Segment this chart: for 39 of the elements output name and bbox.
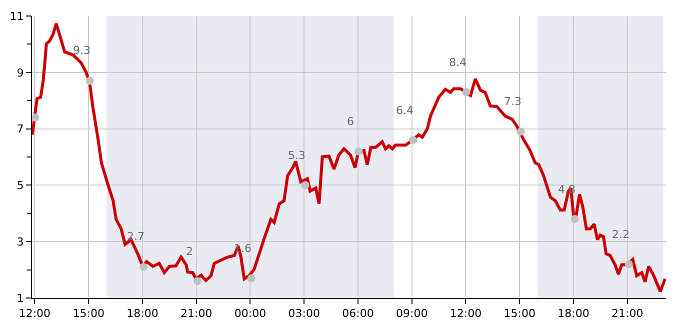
y-tick-label: 11 bbox=[10, 10, 24, 23]
x-tick-label: 15:00 bbox=[72, 307, 104, 320]
x-tick-label: 15:00 bbox=[504, 307, 536, 320]
point bbox=[86, 76, 94, 85]
annotation: 8.4 bbox=[449, 56, 466, 69]
annotation: 2.7 bbox=[127, 230, 144, 243]
annotation: 7.3 bbox=[504, 95, 522, 108]
point bbox=[462, 88, 470, 96]
y-tick-label: 9 bbox=[16, 66, 24, 80]
x-tick-label: 21:00 bbox=[612, 307, 644, 320]
y-tick-label: 5 bbox=[16, 179, 24, 192]
point bbox=[354, 147, 363, 156]
x-tick-label: 21:00 bbox=[180, 307, 212, 320]
annotation: 5.3 bbox=[288, 149, 306, 162]
x-tick-label: 00:00 bbox=[234, 307, 266, 320]
point bbox=[301, 181, 310, 190]
point bbox=[140, 262, 148, 271]
x-tick-label: 18:00 bbox=[126, 307, 158, 320]
x-tick-label: 06:00 bbox=[342, 307, 374, 320]
annotation: 2 bbox=[186, 245, 193, 258]
point bbox=[409, 136, 418, 144]
x-tick-label: 12:00 bbox=[18, 307, 51, 320]
annotation: 6 bbox=[347, 115, 354, 128]
annotation: 6.4 bbox=[396, 104, 414, 117]
x-tick-label: 03:00 bbox=[288, 307, 320, 320]
point bbox=[194, 277, 202, 286]
x-tick-label: 12:00 bbox=[450, 307, 482, 320]
point bbox=[624, 260, 633, 268]
y-tick-label: 7 bbox=[16, 122, 24, 136]
point bbox=[570, 215, 579, 224]
point bbox=[32, 114, 40, 122]
point bbox=[516, 128, 525, 136]
x-tick-label: 18:00 bbox=[558, 307, 590, 320]
annotation: 9.3 bbox=[73, 44, 90, 57]
x-tick-label: 09:00 bbox=[396, 307, 428, 320]
y-tick-label: 3 bbox=[16, 235, 24, 248]
annotation: 2.2 bbox=[612, 228, 630, 241]
y-tick-label: 1 bbox=[16, 292, 24, 305]
point bbox=[247, 274, 256, 282]
